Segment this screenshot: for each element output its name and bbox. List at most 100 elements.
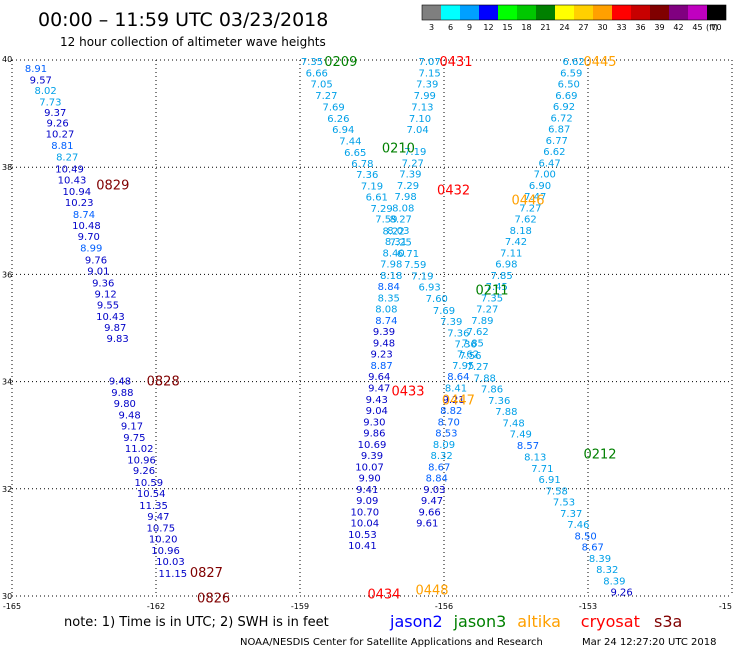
swh-value: 8.08 [392, 203, 414, 214]
swh-value: 7.27 [476, 305, 498, 316]
swh-value: 7.69 [433, 306, 455, 317]
scale-label: 39 [654, 23, 664, 32]
swh-value: 6.62 [543, 147, 565, 158]
swh-value: 8.35 [378, 293, 400, 304]
scale-swatch [498, 5, 517, 20]
swh-value: 10.94 [62, 187, 91, 198]
scale-swatch [555, 5, 574, 20]
swh-value: 9.41 [356, 485, 378, 496]
swh-value: 7.27 [402, 158, 424, 169]
swh-value: 7.85 [490, 271, 512, 282]
swh-value: 9.37 [44, 108, 66, 119]
track-label: 0210 [382, 141, 415, 156]
swh-value: 7.45 [486, 282, 508, 293]
swh-value: 6.71 [397, 249, 419, 260]
swh-value: 8.27 [56, 152, 78, 163]
swh-value: 9.55 [97, 300, 119, 311]
swh-value: 7.60 [426, 294, 448, 305]
swh-value: 6.65 [344, 148, 366, 159]
satellite-legend-item: jason3 [453, 612, 507, 631]
swh-value: 9.30 [363, 417, 385, 428]
y-tick-label: 36 [2, 270, 12, 279]
swh-value: 7.47 [524, 192, 546, 203]
swh-value: 8.53 [435, 429, 457, 440]
swh-value: 9.90 [358, 474, 380, 485]
x-tick-label: -165 [3, 602, 21, 611]
swh-value: 8.41 [445, 383, 467, 394]
swh-value: 6.26 [327, 114, 349, 125]
swh-value: 7.49 [510, 430, 532, 441]
scale-swatch [650, 5, 669, 20]
swh-value: 7.53 [553, 498, 575, 509]
satellite-legend-item: jason2 [389, 612, 443, 631]
scale-label: 6 [448, 23, 453, 32]
swh-value: 10.04 [350, 519, 379, 530]
scale-label: 3 [429, 23, 434, 32]
swh-value: 6.87 [548, 125, 570, 136]
x-tick-label: -15 [719, 602, 732, 611]
scale-label: 18 [521, 23, 531, 32]
swh-value: 7.11 [500, 248, 522, 259]
swh-value: 7.59 [404, 260, 426, 271]
swh-value: 10.69 [358, 440, 387, 451]
track-label: 0829 [96, 178, 129, 193]
footer-timestamp: Mar 24 12:27:20 UTC 2018 [582, 637, 717, 648]
swh-value: 8.74 [375, 316, 397, 327]
satellite-legend-item: cryosat [581, 612, 640, 631]
swh-value: 10.54 [137, 489, 166, 500]
swh-value: 6.66 [306, 68, 328, 79]
swh-value: 6.91 [538, 475, 560, 486]
swh-value: 7.35 [301, 57, 323, 68]
swh-value: 8.02 [34, 86, 56, 97]
swh-value: 9.26 [133, 466, 155, 477]
swh-value: 8.27 [390, 215, 412, 226]
swh-value: 7.44 [339, 136, 361, 147]
swh-value: 7.19 [361, 181, 383, 192]
swh-value: 9.61 [416, 519, 438, 530]
scale-label: 27 [578, 23, 588, 32]
swh-value: 6.90 [529, 181, 551, 192]
track-labels: 0829 0828 0827 0826 0209 0210 0211 0212 0431 0432… [96, 55, 616, 607]
swh-value: 8.31 [385, 237, 407, 248]
swh-value: 7.62 [466, 327, 488, 338]
swh-value: 10.41 [348, 541, 377, 552]
swh-value: 8.13 [524, 453, 546, 464]
swh-value: 8.22 [382, 226, 404, 237]
swh-value: 8.87 [370, 361, 392, 372]
swh-value: 10.49 [55, 164, 84, 175]
swh-value: 11.15 [158, 569, 187, 580]
track-label: 0826 [197, 592, 230, 607]
x-tick-label: -153 [579, 602, 597, 611]
swh-value: 9.39 [373, 327, 395, 338]
swh-value: 7.48 [502, 418, 524, 429]
swh-value: 7.00 [534, 170, 556, 181]
swh-value: 8.84 [378, 282, 400, 293]
swh-value: 9.21 [442, 395, 464, 406]
swh-value: 9.43 [366, 395, 388, 406]
swh-value: 8.99 [80, 244, 102, 255]
scale-swatch [631, 5, 650, 20]
swh-value: 9.57 [30, 75, 52, 86]
swh-value: 7.13 [411, 103, 433, 114]
footer-note: note: 1) Time is in UTC; 2) SWH is in fe… [64, 615, 329, 630]
swh-value: 7.39 [399, 170, 421, 181]
track-label: 0827 [190, 566, 223, 581]
swh-value: 8.67 [582, 543, 604, 554]
swh-value: 7.62 [514, 215, 536, 226]
track-label: 0211 [475, 283, 508, 298]
swh-value: 7.37 [560, 509, 582, 520]
track-label: 0447 [442, 393, 475, 408]
swh-value: 8.74 [73, 210, 95, 221]
swh-value: 9.48 [118, 410, 140, 421]
swh-value: 7.56 [459, 351, 481, 362]
swh-value: 8.32 [430, 451, 452, 462]
track-label: 0445 [583, 55, 616, 70]
swh-value: 9.36 [92, 278, 114, 289]
swh-value: 6.77 [546, 136, 568, 147]
swh-value: 9.23 [370, 350, 392, 361]
footer-credit: NOAA/NESDIS Center for Satellite Applica… [240, 637, 543, 648]
swh-value: 9.47 [421, 496, 443, 507]
swh-value: 9.48 [109, 377, 131, 388]
swh-value: 6.47 [538, 158, 560, 169]
